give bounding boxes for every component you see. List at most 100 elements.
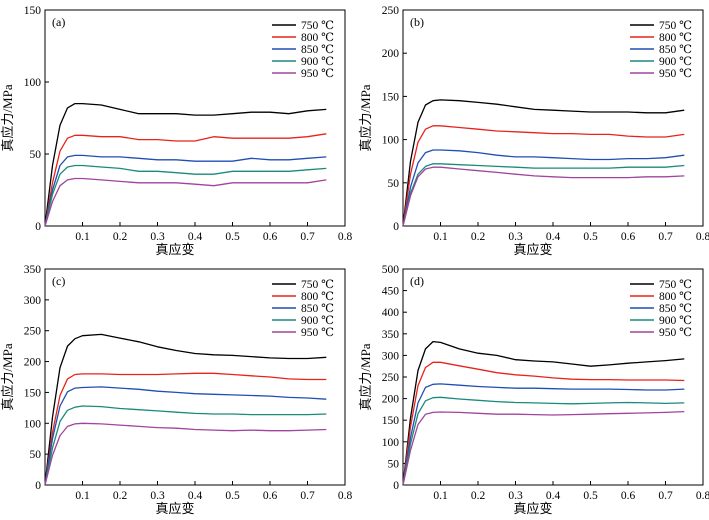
legend-label: 950 ℃	[301, 68, 334, 80]
legend-label: 850 ℃	[659, 44, 692, 56]
x-tick-label: 0.3	[508, 231, 523, 243]
legend-label: 950 ℃	[659, 68, 692, 80]
x-tick-label: 0.7	[300, 231, 315, 243]
y-tick-label: 0	[35, 221, 41, 233]
series-line-5	[44, 177, 327, 227]
panel-label: (d)	[410, 274, 424, 288]
plot-frame	[44, 268, 346, 486]
legend-label: 900 ℃	[301, 315, 334, 327]
x-tick-label: 0.2	[113, 231, 128, 243]
x-tick-label: 0.3	[150, 490, 165, 502]
y-tick-label: 400	[382, 307, 400, 319]
x-tick-label: 0.5	[225, 231, 240, 243]
y-tick-label: 250	[24, 326, 42, 338]
plot-frame	[44, 9, 346, 227]
x-tick-label: 0.2	[113, 490, 128, 502]
series-line-3	[402, 149, 685, 227]
y-tick-label: 350	[382, 329, 400, 341]
y-tick-label: 100	[24, 418, 42, 430]
y-tick-label: 50	[388, 178, 400, 190]
panel-label: (b)	[410, 15, 424, 29]
x-tick-label: 0.6	[263, 490, 278, 502]
x-tick-label: 0.7	[658, 231, 673, 243]
chart-panel-4: 0.1 0.2 0.3 0.4 0.5 0.6 0.7 0.8 0 50 100 150 200 250 3…	[358, 264, 709, 516]
legend-label: 800 ℃	[659, 291, 692, 303]
panel-label: (a)	[52, 15, 65, 29]
y-tick-label: 250	[382, 372, 400, 384]
x-tick-label: 0.6	[621, 231, 636, 243]
y-tick-label: 450	[382, 286, 400, 298]
x-tick-label: 0.6	[621, 490, 636, 502]
y-tick-label: 150	[382, 91, 400, 103]
series-line-1	[44, 333, 327, 486]
legend-label: 750 ℃	[659, 279, 692, 291]
plot-frame	[402, 268, 704, 486]
legend-label: 950 ℃	[659, 327, 692, 339]
x-tick-label: 0.4	[546, 490, 561, 502]
y-tick-label: 200	[382, 48, 400, 60]
x-tick-label: 0.8	[696, 490, 709, 502]
x-tick-label: 0.6	[263, 231, 278, 243]
legend-label: 900 ℃	[301, 56, 334, 68]
legend-label: 850 ℃	[301, 44, 334, 56]
legend-label: 800 ℃	[301, 291, 334, 303]
y-axis-label: 真应力/MPa	[0, 343, 15, 410]
y-tick-label: 100	[382, 437, 400, 449]
y-tick-label: 500	[382, 264, 400, 276]
chart-panel-1: 0.1 0.2 0.3 0.4 0.5 0.6 0.7 0.8 0 50 100 150 真应变 真应力/…	[0, 5, 352, 257]
series-line-2	[44, 133, 327, 227]
plot-frame	[402, 9, 704, 227]
legend-label: 900 ℃	[659, 315, 692, 327]
x-tick-label: 0.4	[188, 490, 203, 502]
series-line-1	[402, 99, 685, 227]
legend-label: 750 ℃	[659, 20, 692, 32]
legend-label: 750 ℃	[301, 20, 334, 32]
y-tick-label: 0	[393, 221, 399, 233]
x-tick-label: 0.7	[658, 490, 673, 502]
y-tick-label: 300	[382, 350, 400, 362]
series-line-4	[402, 163, 685, 227]
y-tick-label: 150	[382, 415, 400, 427]
x-tick-label: 0.5	[583, 231, 598, 243]
x-tick-label: 0.3	[508, 490, 523, 502]
series-line-5	[402, 410, 685, 486]
legend-label: 850 ℃	[301, 303, 334, 315]
y-tick-label: 150	[24, 387, 42, 399]
legend-label: 800 ℃	[301, 32, 334, 44]
x-axis-label: 真应变	[513, 242, 552, 257]
y-axis-label: 真应力/MPa	[358, 84, 373, 151]
y-tick-label: 50	[30, 149, 42, 161]
x-tick-label: 0.8	[338, 231, 353, 243]
y-tick-label: 50	[30, 449, 42, 461]
y-tick-label: 100	[24, 77, 42, 89]
y-tick-label: 200	[382, 394, 400, 406]
series-line-3	[44, 386, 327, 486]
panel-label: (c)	[52, 274, 65, 288]
x-tick-label: 0.4	[188, 231, 203, 243]
series-line-5	[44, 422, 327, 486]
series-line-3	[44, 154, 327, 227]
y-tick-label: 50	[388, 458, 400, 470]
y-tick-label: 100	[382, 135, 400, 147]
x-axis-label: 真应变	[155, 242, 194, 257]
y-axis-label: 真应力/MPa	[0, 84, 15, 151]
x-tick-label: 0.8	[338, 490, 353, 502]
legend-label: 750 ℃	[301, 279, 334, 291]
x-tick-label: 0.5	[225, 490, 240, 502]
x-tick-label: 0.2	[471, 231, 486, 243]
series-line-5	[402, 166, 685, 227]
x-tick-label: 0.1	[75, 490, 90, 502]
y-tick-label: 0	[393, 480, 399, 492]
series-line-4	[44, 405, 327, 486]
y-tick-label: 0	[35, 480, 41, 492]
x-tick-label: 0.1	[433, 231, 448, 243]
legend-label: 850 ℃	[659, 303, 692, 315]
y-tick-label: 350	[24, 264, 42, 276]
y-axis-label: 真应力/MPa	[358, 343, 373, 410]
x-tick-label: 0.7	[300, 490, 315, 502]
x-axis-label: 真应变	[155, 501, 194, 516]
x-tick-label: 0.2	[471, 490, 486, 502]
series-line-2	[402, 361, 685, 486]
x-tick-label: 0.3	[150, 231, 165, 243]
